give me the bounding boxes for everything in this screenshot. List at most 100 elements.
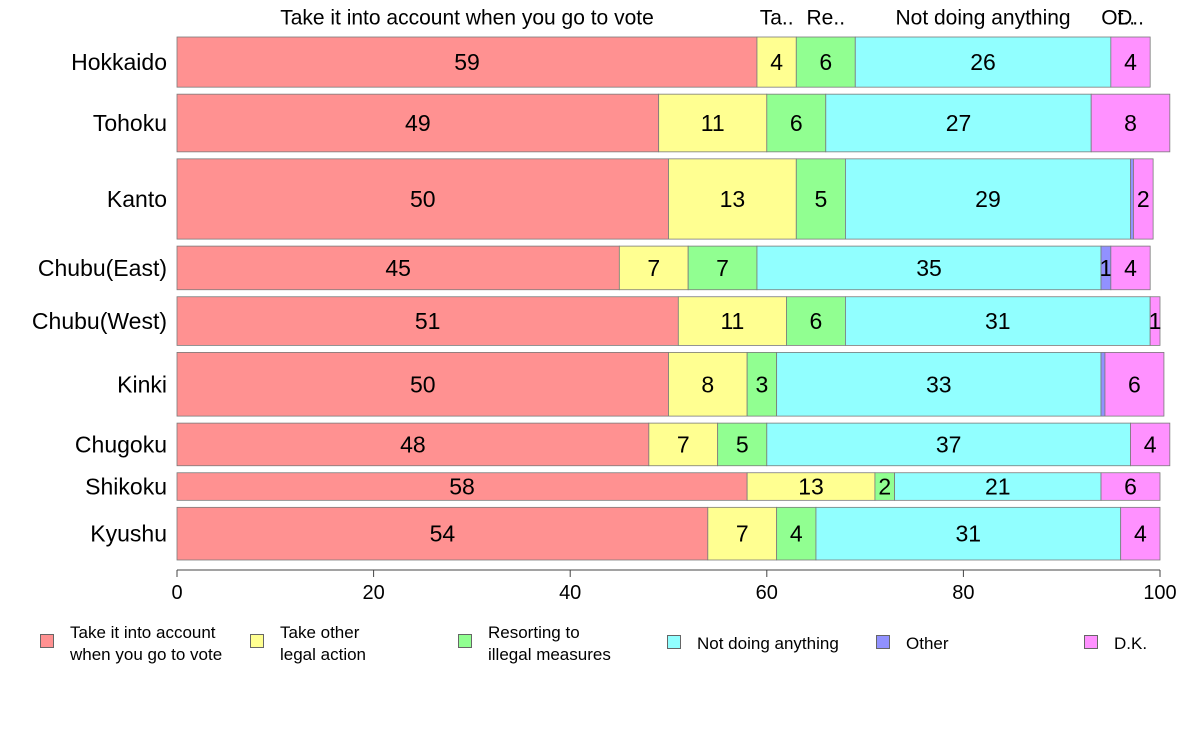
bar-segment-shikoku-0	[176, 472, 748, 501]
legend-label-dk: D.K.	[1114, 634, 1148, 653]
legend-swatch-dk	[1084, 635, 1098, 649]
data-label: 59	[454, 49, 480, 75]
legend-item-illegal: Resorting to illegal measures	[458, 622, 611, 666]
legend-label-other: Other	[906, 634, 949, 653]
legend-item-vote: Take it into account when you go to vote	[40, 622, 222, 666]
data-label: 4	[1134, 521, 1147, 547]
data-label: 11	[720, 308, 744, 334]
bar-segment-kyushu-3	[815, 506, 1122, 561]
bar-segment-kinki-3	[776, 352, 1102, 417]
bar-segment-chubu-east--3	[756, 245, 1102, 291]
bar-segment-shikoku-1	[746, 472, 876, 501]
data-label: 51	[415, 308, 441, 334]
data-label: 4	[790, 521, 803, 547]
data-label: 4	[1124, 255, 1137, 281]
data-label: 35	[916, 255, 942, 281]
x-axis-tick-label: 60	[756, 582, 778, 604]
bar-segment-kyushu-5	[1120, 506, 1161, 561]
data-label: 26	[970, 49, 996, 75]
bar-segment-chugoku-3	[766, 422, 1131, 467]
data-label: 13	[798, 474, 824, 500]
data-label: 7	[677, 431, 690, 457]
category-label: Shikoku	[85, 474, 167, 500]
bar-segment-hokkaido-2	[795, 36, 856, 88]
legend-swatch-vote	[40, 634, 54, 648]
legend-item-legal-action: Take other legal action	[250, 622, 366, 666]
data-label: 6	[810, 308, 823, 334]
x-axis-tick-label: 40	[559, 582, 581, 604]
x-axis-tick-label: 20	[362, 582, 384, 604]
category-label: Hokkaido	[71, 49, 167, 75]
bar-segment-chubu-east--5	[1110, 245, 1151, 291]
data-label: 4	[1144, 431, 1157, 457]
bar-segment-shikoku-5	[1100, 472, 1161, 501]
legend-item-dk: D.K.	[1084, 633, 1147, 655]
data-label: 11	[701, 110, 725, 136]
data-label: 1	[1149, 308, 1162, 334]
legend-swatch-nothing	[667, 635, 681, 649]
bar-segment-kyushu-2	[776, 506, 817, 561]
bar-segment-chugoku-1	[648, 422, 719, 467]
bar-segment-kinki-5	[1104, 352, 1165, 417]
bar-segment-chugoku-2	[717, 422, 768, 467]
bar-segment-hokkaido-5	[1110, 36, 1151, 88]
data-label: 45	[385, 255, 411, 281]
bar-segment-kanto-3	[845, 158, 1131, 240]
series-header-label: Take it into account when you go to vote	[280, 7, 654, 30]
data-label: 29	[975, 186, 1001, 212]
bar-segment-kanto-5	[1133, 158, 1154, 240]
data-label: 3	[755, 371, 768, 397]
data-label: 48	[400, 431, 426, 457]
x-axis-tick-label: 0	[171, 582, 182, 604]
data-label: 5	[814, 186, 827, 212]
data-label: 49	[405, 110, 431, 136]
series-header-label: Ot..	[1101, 7, 1135, 30]
legend-label-vote: Take it into account when you go to vote	[70, 623, 223, 664]
data-label: 6	[1128, 371, 1141, 397]
bar-segment-kanto-2	[795, 158, 846, 240]
data-label: 7	[647, 255, 660, 281]
bar-segment-chubu-east--2	[687, 245, 758, 291]
bar-segment-kanto-1	[668, 158, 797, 240]
bar-segment-chubu-east--0	[176, 245, 620, 291]
chart-legend: Take it into account when you go to vote…	[0, 618, 1188, 678]
legend-swatch-legal-action	[250, 634, 264, 648]
data-label: 1	[1100, 255, 1113, 281]
category-label: Kanto	[107, 186, 167, 212]
bar-segment-tohoku-0	[176, 93, 660, 153]
category-label: Chubu(East)	[38, 255, 167, 281]
data-label: 54	[430, 521, 456, 547]
bar-segment-tohoku-1	[658, 93, 768, 153]
data-label: 37	[936, 431, 962, 457]
bar-segment-kinki-2	[746, 352, 778, 417]
legend-label-illegal: Resorting to illegal measures	[488, 623, 611, 664]
bar-segment-hokkaido-0	[176, 36, 758, 88]
data-label: 2	[878, 474, 891, 500]
bar-segment-hokkaido-3	[854, 36, 1112, 88]
x-axis-tick-label: 100	[1143, 582, 1176, 604]
data-label: 8	[701, 371, 714, 397]
data-label: 13	[720, 186, 746, 212]
bar-segment-kinki-4	[1100, 352, 1106, 417]
data-label: 50	[410, 186, 436, 212]
data-label: 2	[1137, 186, 1150, 212]
data-label: 7	[736, 521, 749, 547]
series-header-label: Ta..	[760, 7, 794, 30]
category-label: Chugoku	[75, 431, 167, 457]
data-label: 50	[410, 371, 436, 397]
bar-segment-tohoku-3	[825, 93, 1092, 153]
data-label: 5	[736, 431, 749, 457]
data-label: 58	[449, 474, 475, 500]
data-label: 27	[946, 110, 972, 136]
series-header-label: Not doing anything	[895, 7, 1070, 30]
data-label: 8	[1124, 110, 1137, 136]
legend-item-other: Other	[876, 633, 949, 655]
bar-segment-tohoku-2	[766, 93, 827, 153]
bar-segment-hokkaido-1	[756, 36, 797, 88]
bar-segment-chubu-west--2	[786, 296, 846, 346]
bar-segment-chubu-east--1	[618, 245, 689, 291]
data-label: 4	[1124, 49, 1137, 75]
bar-segment-chubu-west--3	[845, 296, 1151, 346]
bar-segment-kinki-1	[668, 352, 748, 417]
